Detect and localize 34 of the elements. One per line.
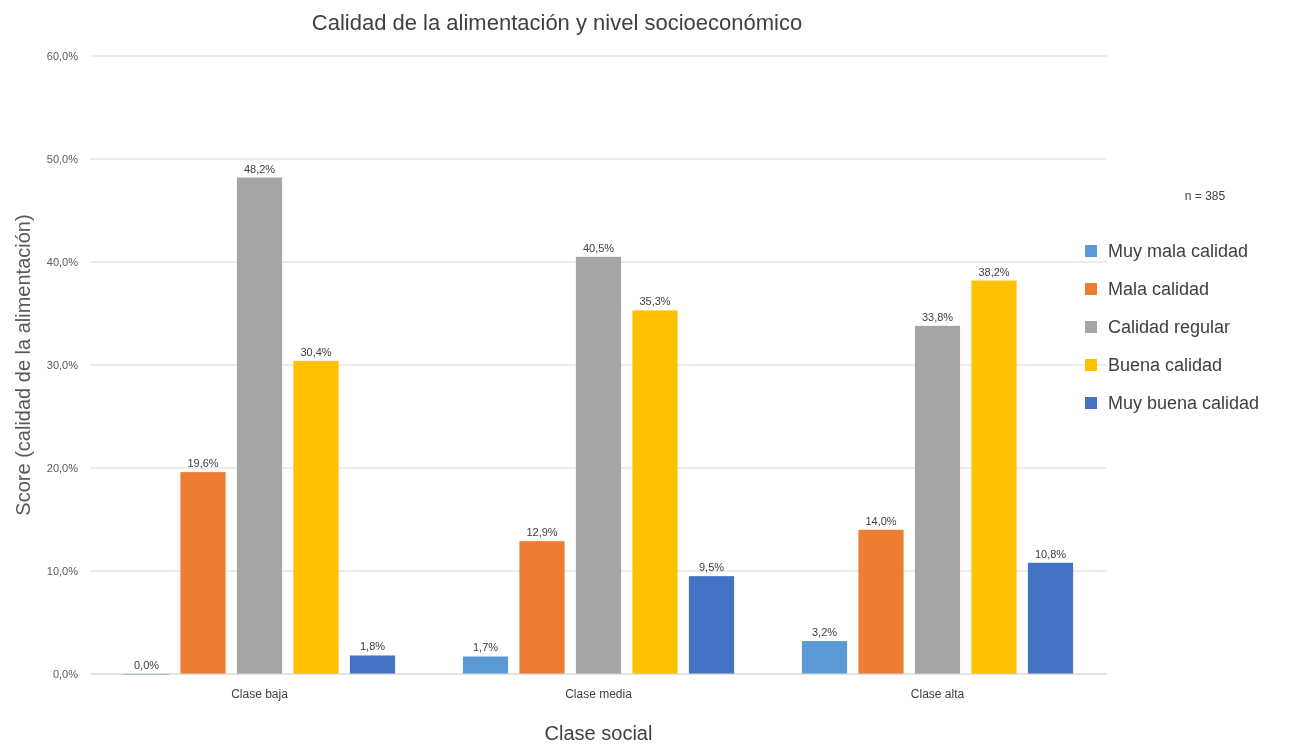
legend-label: Buena calidad [1108, 355, 1223, 375]
y-tick-label: 50,0% [46, 153, 79, 165]
legend-label: Muy mala calidad [1108, 241, 1249, 261]
data-label: 38,2% [978, 265, 1010, 278]
data-label: 1,8% [359, 640, 386, 653]
legend-label: Calidad regular [1108, 317, 1231, 337]
y-axis-title: Score (calidad de la alimentación) [12, 214, 34, 516]
y-tick-label: 10,0% [46, 565, 79, 577]
chart-title: Calidad de la alimentación y nivel socioeconómico [311, 10, 803, 35]
legend-label: Muy buena calidad [1108, 393, 1260, 413]
x-tick-label: Clase baja [231, 687, 289, 701]
x-tick-label: Clase alta [910, 687, 965, 701]
data-label: 35,3% [639, 295, 671, 308]
y-tick-label: 0,0% [52, 668, 79, 680]
y-tick-label: 60,0% [46, 50, 79, 62]
y-tick-label: 20,0% [46, 462, 79, 474]
legend-label: Mala calidad [1108, 279, 1210, 299]
data-label: 14,0% [865, 514, 897, 527]
text: n = 385 [1184, 189, 1226, 203]
data-label: 0,0% [133, 659, 160, 671]
x-axis-title: Clase social [544, 722, 653, 744]
data-label: 30,4% [300, 345, 332, 358]
data-label: 48,2% [243, 162, 276, 175]
data-label: 33,8% [921, 310, 954, 323]
data-label: 10,8% [1034, 547, 1067, 560]
data-label: 40,5% [582, 241, 615, 254]
data-label: 3,2% [811, 626, 838, 639]
data-label: 9,5% [698, 561, 725, 574]
y-tick-label: 40,0% [46, 256, 79, 268]
data-label: 12,9% [526, 526, 558, 539]
y-tick-label: 30,0% [46, 359, 79, 371]
data-label: 1,7% [472, 641, 499, 654]
x-tick-label: Clase media [565, 687, 633, 701]
data-label: 19,6% [187, 457, 219, 470]
